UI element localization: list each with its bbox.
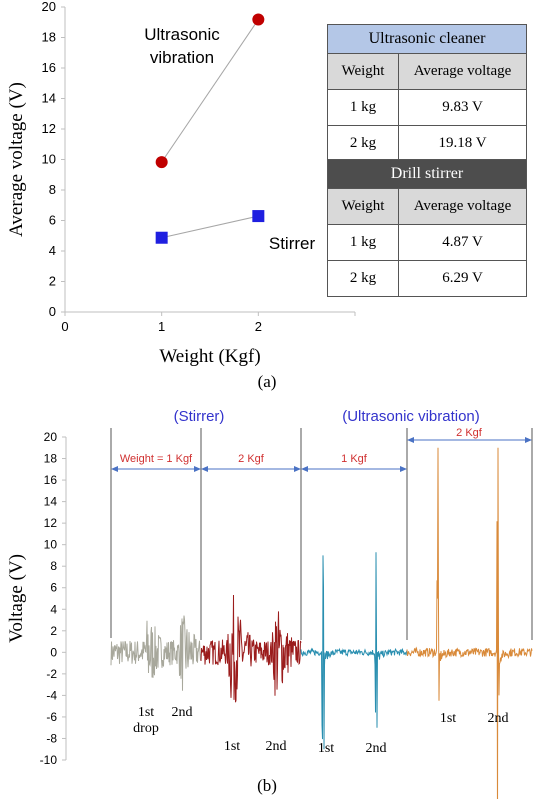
drop-annotation-line: 2nd xyxy=(172,705,193,720)
series-line xyxy=(161,215,259,239)
table-title: Ultrasonic cleaner xyxy=(327,24,527,54)
arrow-head xyxy=(301,466,308,472)
signal-trace xyxy=(110,615,202,691)
y-tick-label: 10 xyxy=(42,152,56,167)
y-tick-label: -10 xyxy=(40,753,58,767)
table-column-header: Weight xyxy=(327,188,399,225)
arrow-head xyxy=(525,437,532,443)
drop-annotation-line: 2nd xyxy=(366,741,387,756)
y-tick-label: 8 xyxy=(49,182,56,197)
segment-label: 2 Kgf xyxy=(238,453,265,465)
arrow-head xyxy=(201,466,208,472)
table-column-header: Average voltage xyxy=(398,188,527,225)
series-label-line: vibration xyxy=(150,48,214,67)
x-tick-label: 2 xyxy=(255,319,262,334)
series-label: Ultrasonic vibration xyxy=(144,25,220,67)
segment-label: Weight = 1 Kgf xyxy=(120,453,193,465)
signal-trace xyxy=(300,552,408,750)
data-point xyxy=(252,13,265,26)
drop-annotation: 1st xyxy=(440,711,456,726)
y-tick-label: 20 xyxy=(44,430,58,444)
y-tick-label: 6 xyxy=(50,581,57,595)
data-point xyxy=(155,156,168,169)
y-axis-label: Average voltage (V) xyxy=(6,82,27,237)
table-cell: 1 kg xyxy=(327,89,399,126)
y-tick-label: 16 xyxy=(44,473,58,487)
group-label: (Stirrer) xyxy=(174,408,225,425)
arrow-head xyxy=(194,466,201,472)
drop-annotation: 1st xyxy=(318,741,334,756)
y-tick-label: 12 xyxy=(44,516,58,530)
y-tick-label: 14 xyxy=(42,91,56,106)
data-point xyxy=(252,210,265,223)
drop-annotation: 2nd xyxy=(488,711,509,726)
y-tick-label: 2 xyxy=(50,624,57,638)
y-tick-label: 18 xyxy=(42,30,56,45)
drop-annotation: 2nd xyxy=(172,705,193,720)
table-cell: 2 kg xyxy=(327,125,399,162)
y-tick-label: 2 xyxy=(49,274,56,289)
table-column-header: Weight xyxy=(327,53,399,90)
y-tick-label: 16 xyxy=(42,60,56,75)
drop-annotation-line: 2nd xyxy=(266,739,287,754)
y-tick-label: 18 xyxy=(44,452,58,466)
drop-annotation-line: 1st xyxy=(318,741,334,756)
segment-label: 1 Kgf xyxy=(341,453,368,465)
x-axis-label: Weight (Kgf) xyxy=(159,346,260,367)
series-label-line: Stirrer xyxy=(269,234,316,253)
table-cell: 4.87 V xyxy=(398,224,527,261)
drop-annotation-line: 1st xyxy=(138,705,154,720)
drop-annotation-line: 1st xyxy=(440,711,456,726)
table-cell: 1 kg xyxy=(327,224,399,261)
panel-label-a: (a) xyxy=(257,372,277,391)
drop-annotation: 1st drop xyxy=(133,705,159,736)
y-axis-label: Voltage (V) xyxy=(6,554,27,643)
series-label-line: Ultrasonic xyxy=(144,25,220,44)
arrow-head xyxy=(400,466,407,472)
drop-annotation: 2nd xyxy=(266,739,287,754)
y-tick-label: 20 xyxy=(42,0,56,14)
y-tick-label: 0 xyxy=(49,304,56,319)
table-title: Drill stirrer xyxy=(327,159,527,189)
panel-label-b: (b) xyxy=(257,776,277,795)
table-cell: 9.83 V xyxy=(398,89,527,126)
table-cell: 2 kg xyxy=(327,260,399,297)
y-tick-label: -8 xyxy=(46,731,57,745)
drop-annotation: 1st xyxy=(224,739,240,754)
segment-label: 2 Kgf xyxy=(456,427,483,439)
y-tick-label: -6 xyxy=(46,710,57,724)
y-tick-label: 14 xyxy=(44,495,58,509)
table-cell: 6.29 V xyxy=(398,260,527,297)
y-tick-label: 0 xyxy=(50,645,57,659)
data-point xyxy=(155,231,168,244)
series-label: Stirrer xyxy=(269,234,316,253)
drill-stirrer-table: Drill stirrer Weight Average voltage 1 k… xyxy=(327,159,527,297)
group-label: (Ultrasonic vibration) xyxy=(342,408,480,425)
x-tick-label: 1 xyxy=(158,319,165,334)
table-column-header: Average voltage xyxy=(398,53,527,90)
series-line xyxy=(161,19,259,163)
drop-annotation-line: 2nd xyxy=(488,711,509,726)
drop-annotation: 2nd xyxy=(366,741,387,756)
drop-annotation-line: 1st xyxy=(224,739,240,754)
ultrasonic-cleaner-table: Ultrasonic cleaner Weight Average voltag… xyxy=(327,24,527,162)
signal-trace xyxy=(406,447,533,799)
y-tick-label: -2 xyxy=(46,667,57,681)
table-cell: 19.18 V xyxy=(398,125,527,162)
y-tick-label: 8 xyxy=(50,559,57,573)
arrow-head xyxy=(407,437,414,443)
x-tick-label: 0 xyxy=(61,319,68,334)
arrow-head xyxy=(111,466,118,472)
y-tick-label: 12 xyxy=(42,121,56,136)
y-tick-label: 4 xyxy=(50,602,57,616)
y-tick-label: 4 xyxy=(49,243,56,258)
y-tick-label: 6 xyxy=(49,213,56,228)
y-tick-label: -4 xyxy=(46,688,57,702)
signal-trace xyxy=(200,594,302,703)
arrow-head xyxy=(294,466,301,472)
y-tick-label: 10 xyxy=(44,538,58,552)
drop-annotation-line: drop xyxy=(133,721,159,736)
